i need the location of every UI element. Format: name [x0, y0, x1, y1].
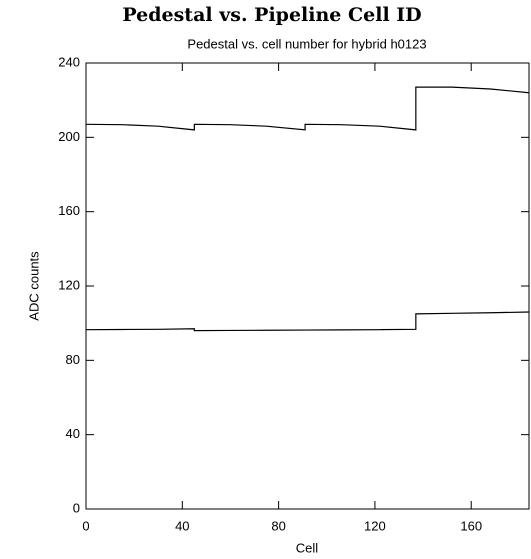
y-tick-label: 240	[58, 54, 80, 69]
y-tick-label: 200	[58, 129, 80, 144]
chart-subtitle: Pedestal vs. cell number for hybrid h012…	[187, 36, 426, 51]
y-tick-label: 120	[58, 277, 80, 292]
x-tick-label: 40	[175, 518, 189, 533]
x-tick-label: 0	[82, 518, 89, 533]
x-tick-label: 120	[364, 518, 386, 533]
y-tick-label: 40	[66, 426, 80, 441]
chart-title: Pedestal vs. Pipeline Cell ID	[122, 4, 421, 26]
y-tick-label: 160	[58, 203, 80, 218]
y-tick-label: 80	[66, 352, 80, 367]
plot-frame	[85, 62, 530, 510]
y-axis-label: ADC counts	[26, 251, 41, 321]
y-tick-label: 0	[73, 500, 80, 515]
x-tick-label: 160	[460, 518, 482, 533]
data-line	[85, 311, 530, 332]
data-line	[85, 86, 530, 131]
x-axis-label: Cell	[296, 540, 319, 555]
x-tick-label: 80	[271, 518, 285, 533]
